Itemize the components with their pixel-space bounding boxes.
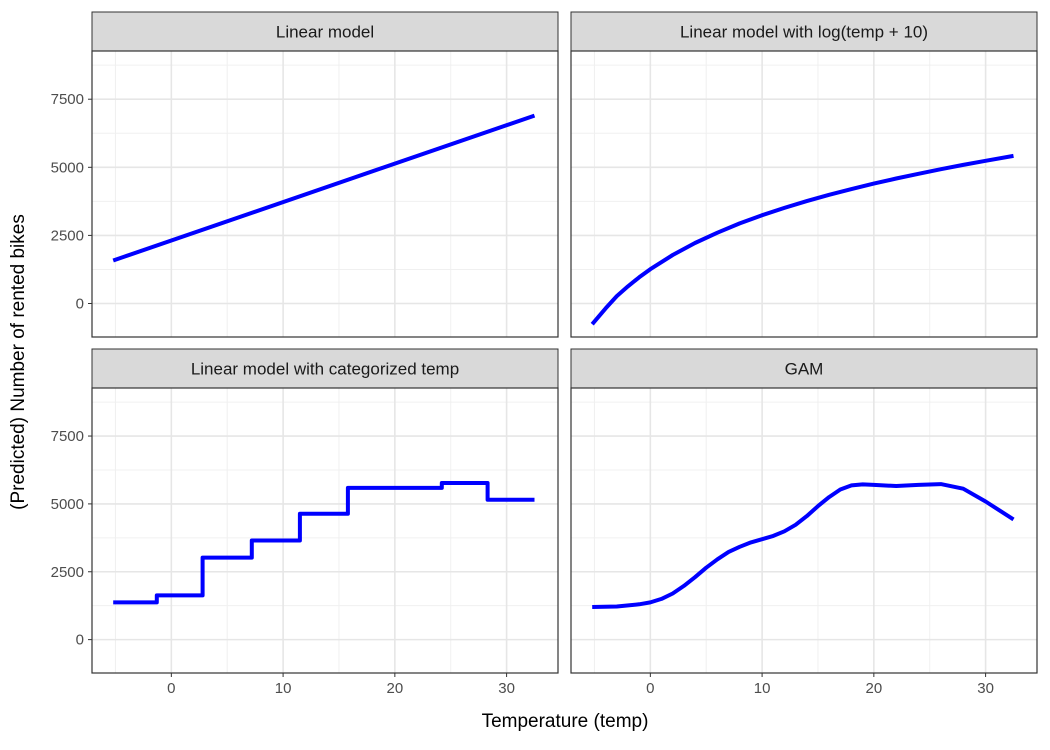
x-tick-label: 0 — [167, 680, 175, 697]
y-tick-label: 2500 — [51, 227, 84, 244]
facet-strip — [91, 348, 559, 389]
y-axis-title: (Predicted) Number of rented bikes — [8, 214, 29, 510]
series-line — [592, 482, 1015, 609]
series-line — [113, 481, 535, 605]
panel-border — [91, 387, 559, 674]
facet-title: Linear model — [276, 23, 374, 42]
facet-title: GAM — [785, 360, 824, 379]
panel-border — [570, 50, 1038, 338]
facet-strip — [91, 11, 559, 52]
y-tick-label: 5000 — [51, 159, 84, 176]
y-tick-label: 5000 — [51, 496, 84, 513]
y-tick-label: 0 — [76, 295, 84, 312]
series-line — [112, 113, 536, 263]
panel-border — [91, 50, 559, 338]
x-tick-label: 20 — [866, 680, 883, 697]
x-tick-label: 10 — [754, 680, 771, 697]
x-axis-title: Temperature (temp) — [482, 711, 649, 732]
y-tick-label: 2500 — [51, 564, 84, 581]
y-tick-label: 0 — [76, 632, 84, 649]
plot-background — [92, 51, 558, 337]
x-tick-label: 30 — [498, 680, 515, 697]
plot-background — [571, 51, 1037, 337]
x-tick-label: 10 — [275, 680, 292, 697]
series-line — [590, 153, 1014, 326]
facet-title: Linear model with log(temp + 10) — [680, 23, 928, 42]
facet-strip — [570, 11, 1038, 52]
panel-2: Linear model with log(temp + 10) — [570, 11, 1038, 338]
panel-3: Linear model with categorized temp 0 2500 5… — [51, 348, 559, 697]
facet-title: Linear model with categorized temp — [191, 360, 459, 379]
x-tick-label: 30 — [977, 680, 994, 697]
panel-border — [570, 387, 1038, 674]
panel-1: Linear model 0 2500 5000 7500 — [51, 11, 559, 338]
plot-background — [571, 388, 1037, 673]
panel-4: GAM 0 10 20 30 — [570, 348, 1038, 697]
y-tick-label: 7500 — [51, 428, 84, 445]
y-tick-label: 7500 — [51, 91, 84, 108]
plot-background — [92, 388, 558, 673]
x-tick-label: 0 — [646, 680, 654, 697]
x-tick-label: 20 — [387, 680, 404, 697]
